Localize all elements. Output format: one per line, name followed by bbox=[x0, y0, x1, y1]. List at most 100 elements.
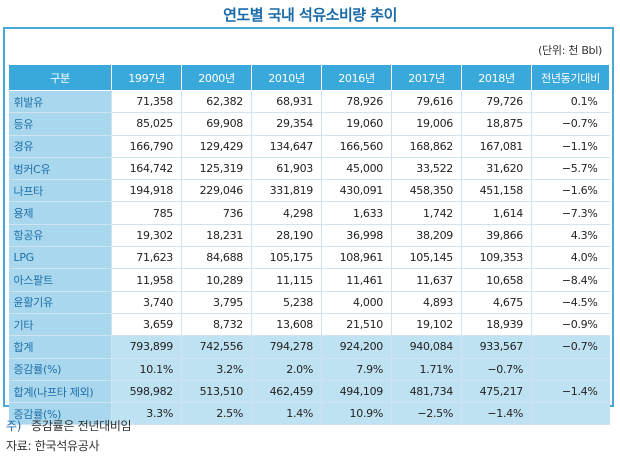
value-cell: 129,429 bbox=[181, 135, 252, 158]
yoy-change-cell bbox=[531, 358, 610, 381]
value-cell: 18,939 bbox=[461, 313, 532, 337]
value-cell: 79,616 bbox=[391, 90, 462, 114]
row-label: 합계(나프타 제외) bbox=[8, 380, 112, 404]
unit-label: (단위: 천 Bbl) bbox=[538, 44, 602, 57]
yoy-change-cell: −1.4% bbox=[531, 380, 610, 404]
value-cell: 481,734 bbox=[391, 380, 462, 404]
value-cell: 84,688 bbox=[181, 246, 252, 270]
footnote-text: 증감률은 전년대비임 bbox=[31, 419, 132, 433]
yoy-change-cell bbox=[531, 402, 610, 426]
row-label: 휘발유 bbox=[8, 90, 112, 114]
value-cell: 10,658 bbox=[461, 268, 532, 292]
row-label: 항공유 bbox=[8, 224, 112, 248]
table-row: 기타 3,659 8,732 13,608 21,510 19,102 18,939 −0.9… bbox=[8, 313, 610, 337]
value-cell: 4,675 bbox=[461, 291, 532, 314]
value-cell: 166,790 bbox=[111, 135, 182, 158]
value-cell: 194,918 bbox=[111, 179, 182, 203]
value-cell: 21,510 bbox=[321, 313, 392, 337]
row-label: 증감률(%) bbox=[8, 402, 112, 426]
value-cell: 3.3% bbox=[111, 402, 182, 426]
value-cell: 8,732 bbox=[181, 313, 252, 337]
table-row: 아스팔트 11,958 10,289 11,115 11,461 11,637 10,658… bbox=[8, 268, 610, 292]
footnote: 주) 증감률은 전년대비임 bbox=[6, 417, 132, 434]
value-cell: 105,175 bbox=[251, 246, 322, 270]
value-cell: 475,217 bbox=[461, 380, 532, 404]
table-row: 항공유 19,302 18,231 28,190 36,998 38,209 39,866 4… bbox=[8, 224, 610, 248]
row-label: 합계 bbox=[8, 335, 112, 359]
value-cell: 3,740 bbox=[111, 291, 182, 314]
value-cell: 229,046 bbox=[181, 179, 252, 203]
value-cell: 3,659 bbox=[111, 313, 182, 337]
value-cell: 5,238 bbox=[251, 291, 322, 314]
value-cell: 28,190 bbox=[251, 224, 322, 248]
value-cell: 33,522 bbox=[391, 157, 462, 181]
consumption-table: 구분 1997년 2000년 2010년 2016년 2017년 2018년 전… bbox=[8, 64, 610, 426]
value-cell: 19,302 bbox=[111, 224, 182, 248]
summary-row: 합계(나프타 제외) 598,982 513,510 462,459 494,109 48… bbox=[8, 380, 610, 404]
value-cell: 1,614 bbox=[461, 201, 532, 225]
column-header: 2000년 bbox=[181, 64, 252, 91]
value-cell: 933,567 bbox=[461, 335, 532, 359]
value-cell: 168,862 bbox=[391, 135, 462, 158]
table-row: 경유 166,790 129,429 134,647 166,560 168,862 167… bbox=[8, 135, 610, 158]
row-label: 아스팔트 bbox=[8, 268, 112, 292]
value-cell: 458,350 bbox=[391, 179, 462, 203]
value-cell: −0.7% bbox=[461, 358, 532, 381]
value-cell: 10,289 bbox=[181, 268, 252, 292]
value-cell: 785 bbox=[111, 201, 182, 225]
row-label: 벙커C유 bbox=[8, 157, 112, 181]
table-row: 나프타 194,918 229,046 331,819 430,091 458,350 45… bbox=[8, 179, 610, 203]
value-cell: 11,115 bbox=[251, 268, 322, 292]
yoy-change-cell: −7.3% bbox=[531, 201, 610, 225]
value-cell: 430,091 bbox=[321, 179, 392, 203]
row-label: 나프타 bbox=[8, 179, 112, 203]
row-label: 등유 bbox=[8, 112, 112, 136]
yoy-change-cell: −0.9% bbox=[531, 313, 610, 337]
yoy-change-cell: 4.0% bbox=[531, 246, 610, 270]
value-cell: 11,461 bbox=[321, 268, 392, 292]
value-cell: 3.2% bbox=[181, 358, 252, 381]
value-cell: 79,726 bbox=[461, 90, 532, 114]
table-row: 등유 85,025 69,908 29,354 19,060 19,006 18,875 −0… bbox=[8, 112, 610, 136]
value-cell: 71,358 bbox=[111, 90, 182, 114]
value-cell: 164,742 bbox=[111, 157, 182, 181]
value-cell: 10.1% bbox=[111, 358, 182, 381]
value-cell: −2.5% bbox=[391, 402, 462, 426]
value-cell: 68,931 bbox=[251, 90, 322, 114]
row-label: 용제 bbox=[8, 201, 112, 225]
column-header: 2018년 bbox=[461, 64, 532, 91]
value-cell: 4,298 bbox=[251, 201, 322, 225]
value-cell: 38,209 bbox=[391, 224, 462, 248]
value-cell: 71,623 bbox=[111, 246, 182, 270]
value-cell: 10.9% bbox=[321, 402, 392, 426]
value-cell: 19,060 bbox=[321, 112, 392, 136]
value-cell: 61,903 bbox=[251, 157, 322, 181]
value-cell: 78,926 bbox=[321, 90, 392, 114]
page-title: 연도별 국내 석유소비량 추이 bbox=[223, 6, 397, 24]
value-cell: 166,560 bbox=[321, 135, 392, 158]
table-row: LPG 71,623 84,688 105,175 108,961 105,145 109,… bbox=[8, 246, 610, 270]
value-cell: −1.4% bbox=[461, 402, 532, 426]
value-cell: 109,353 bbox=[461, 246, 532, 270]
value-cell: 1,633 bbox=[321, 201, 392, 225]
yoy-change-cell: −5.7% bbox=[531, 157, 610, 181]
value-cell: 69,908 bbox=[181, 112, 252, 136]
table-row: 휘발유 71,358 62,382 68,931 78,926 79,616 79,726 0… bbox=[8, 90, 610, 114]
value-cell: 794,278 bbox=[251, 335, 322, 359]
value-cell: 167,081 bbox=[461, 135, 532, 158]
value-cell: 4,893 bbox=[391, 291, 462, 314]
value-cell: 598,982 bbox=[111, 380, 182, 404]
column-header: 2017년 bbox=[391, 64, 462, 91]
value-cell: 451,158 bbox=[461, 179, 532, 203]
value-cell: 19,006 bbox=[391, 112, 462, 136]
value-cell: 1.4% bbox=[251, 402, 322, 426]
footnote-mark: 주) bbox=[6, 419, 22, 433]
value-cell: 1.71% bbox=[391, 358, 462, 381]
yoy-change-cell: −1.1% bbox=[531, 135, 610, 158]
column-header: 구분 bbox=[8, 64, 112, 91]
column-header: 전년동기대비 bbox=[531, 64, 610, 91]
value-cell: 7.9% bbox=[321, 358, 392, 381]
value-cell: 2.0% bbox=[251, 358, 322, 381]
value-cell: 18,875 bbox=[461, 112, 532, 136]
yoy-change-cell: −4.5% bbox=[531, 291, 610, 314]
